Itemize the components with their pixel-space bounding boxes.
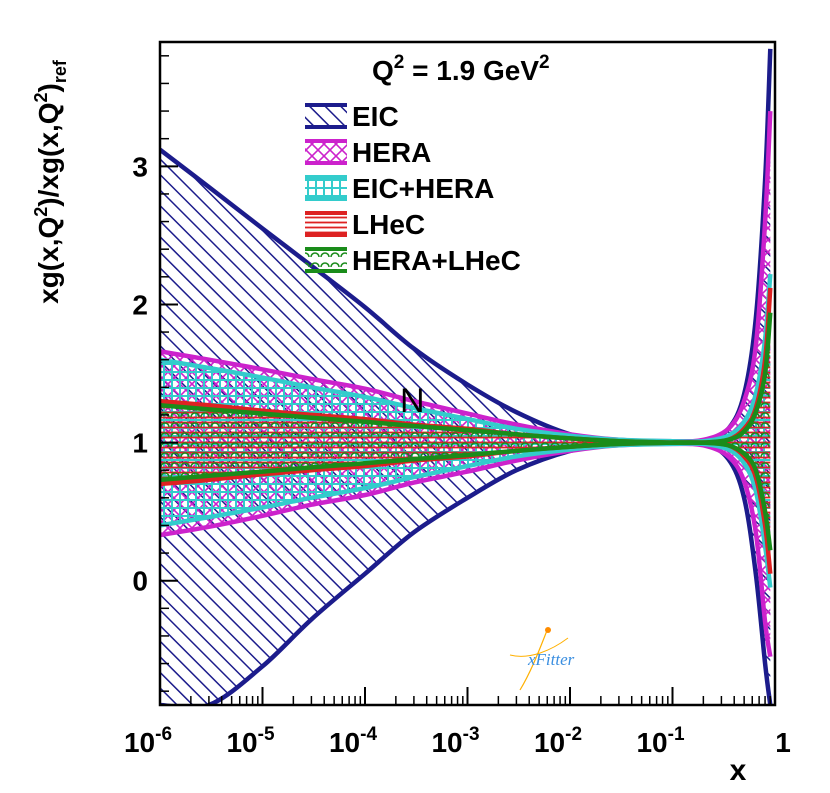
y-tick-label: 2 (132, 289, 148, 320)
lower-line-hera-plus-lhec (160, 440, 773, 551)
axes-group: 10-6 10-5 10-4 10-3 10-2 10-1 1 0 1 2 3 x xg(x,Q2)/x… (31, 40, 791, 787)
chart-title: Q2 = 1.9 GeV2 (372, 52, 550, 86)
xfitter-watermark: xFitter (527, 650, 575, 669)
x-tick-label: 10-3 (431, 724, 479, 758)
annotation-n: N (400, 382, 425, 420)
legend-label-eic-plus-hera: EIC+HERA (352, 173, 494, 204)
legend: EIC HERA EIC+HERA LHeC HERA+LHeC (305, 101, 521, 276)
x-tick-label: 10-6 (124, 724, 172, 758)
upper-line-hera-plus-lhec (160, 312, 773, 446)
legend-label-hera-plus-lhec: HERA+LHeC (352, 245, 521, 276)
legend-swatch-hera (305, 139, 347, 165)
x-tick-label: 1 (775, 727, 791, 758)
y-tick-label: 1 (132, 428, 148, 459)
lower-line-eic-plus-hera (160, 441, 773, 588)
legend-swatch-eic-plus-hera (305, 175, 347, 201)
legend-label-lhec: LHeC (352, 209, 425, 240)
y-tick-label: 0 (132, 566, 148, 597)
legend-swatch-hera-plus-lhec (305, 247, 347, 273)
x-tick-label: 10-5 (226, 724, 274, 758)
x-tick-label: 10-4 (329, 724, 377, 758)
band-eic (160, 48, 771, 705)
xfitter-logo: xFitter (509, 627, 575, 691)
bands-group (160, 48, 773, 705)
y-tick-label: 3 (132, 151, 148, 182)
legend-label-eic: EIC (352, 101, 399, 132)
legend-swatch-lhec (305, 211, 347, 237)
upper-line-eic-plus-hera (160, 273, 773, 444)
legend-label-hera: HERA (352, 137, 431, 168)
x-tick-label: 10-1 (636, 724, 684, 758)
x-tick-label: 10-2 (534, 724, 582, 758)
legend-swatch-eic (305, 103, 347, 129)
x-axis-label: x (730, 754, 747, 787)
y-axis-label: xg(x,Q2)/xg(x,Q2)ref (31, 59, 70, 304)
